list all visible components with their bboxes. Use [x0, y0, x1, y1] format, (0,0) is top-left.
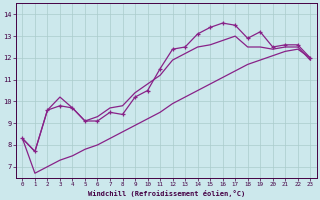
X-axis label: Windchill (Refroidissement éolien,°C): Windchill (Refroidissement éolien,°C) [88, 190, 245, 197]
